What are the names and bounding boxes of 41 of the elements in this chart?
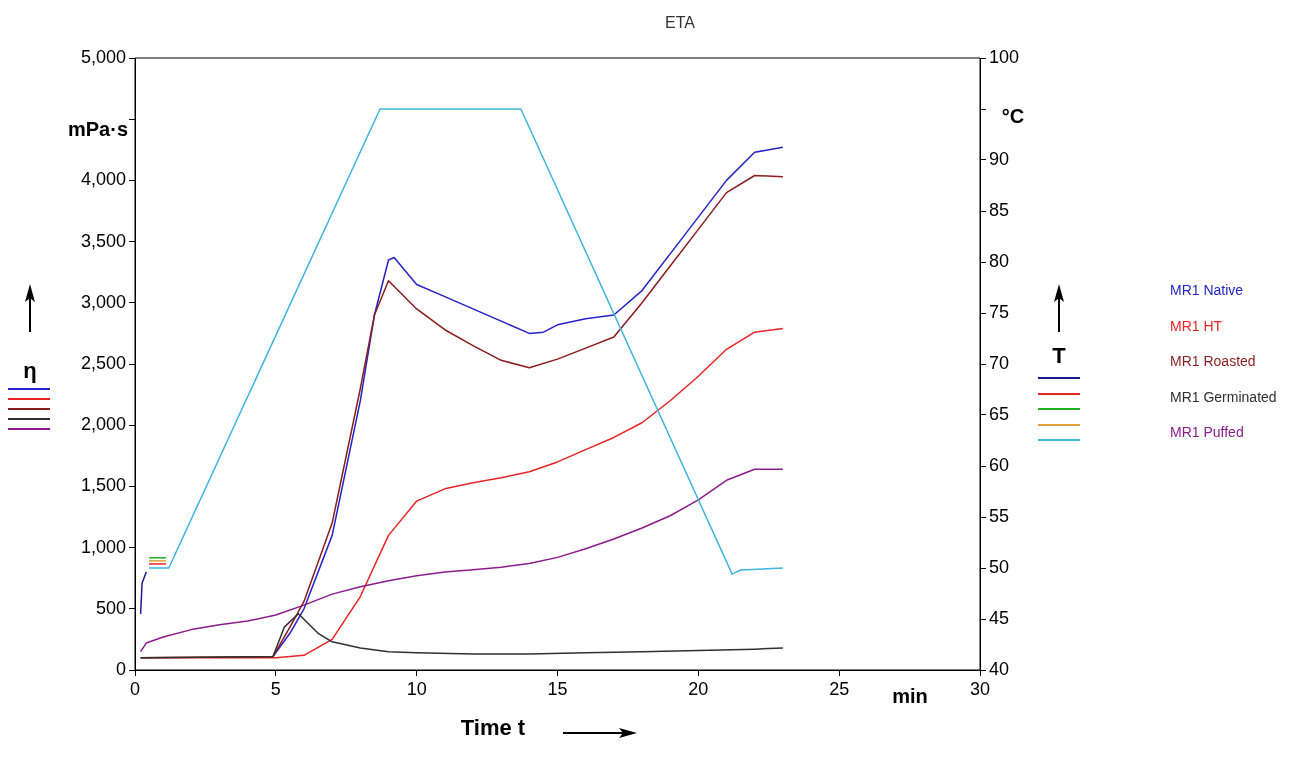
y-tick-label: 500 — [95, 597, 126, 618]
y-tick-label: 1,000 — [80, 536, 126, 557]
y-axis-title: η — [23, 358, 37, 384]
y2-tick-label: 75 — [989, 301, 1010, 322]
y-tick-label: 2,000 — [80, 414, 126, 435]
y-tick-label: 4,000 — [80, 169, 126, 190]
y2-tick-label: 90 — [989, 148, 1010, 169]
chart-title: ETA — [665, 14, 695, 32]
x-tick-label: 20 — [688, 678, 709, 699]
text: min — [892, 685, 928, 708]
y2-tick-label: 40 — [989, 658, 1010, 679]
y-tick-label: 2,500 — [80, 352, 126, 373]
y2-tick-label: 60 — [989, 454, 1010, 475]
y-tick-label: 1,500 — [80, 475, 126, 496]
y-tick-label: 3,500 — [80, 230, 126, 251]
y2-tick-label: 55 — [989, 505, 1010, 526]
text: MR1 Roasted — [1170, 353, 1256, 369]
y2-tick-label: 100 — [989, 46, 1020, 67]
y2-tick-label: 70 — [989, 352, 1010, 373]
text: MR1 Puffed — [1170, 424, 1244, 440]
x-axis-title: Time t — [460, 715, 526, 741]
y2-tick-label: 45 — [989, 607, 1010, 628]
x-tick-label: 0 — [129, 678, 141, 699]
y2-axis-title: T — [1052, 343, 1066, 369]
x-tick-label: 25 — [829, 678, 850, 699]
x-tick-label: 15 — [547, 678, 568, 699]
y-tick-label: 3,000 — [80, 291, 126, 312]
x-tick-label: 10 — [406, 678, 427, 699]
y2-tick-label: 85 — [989, 199, 1010, 220]
text: MR1 Germinated — [1170, 388, 1277, 405]
text: °C — [1001, 105, 1025, 128]
y2-tick-label: 50 — [989, 556, 1010, 577]
y-tick-label: 5,000 — [80, 46, 126, 67]
y2-tick-label: 65 — [989, 403, 1010, 424]
y-tick-label: 0 — [115, 658, 126, 679]
text: mPa·s — [67, 118, 129, 141]
text: MR1 HT — [1170, 317, 1223, 334]
x-tick-label: 5 — [270, 678, 281, 699]
y2-tick-label: 80 — [989, 250, 1010, 271]
x-tick-label: 30 — [969, 678, 991, 699]
text: MR1 Native — [1170, 282, 1244, 298]
